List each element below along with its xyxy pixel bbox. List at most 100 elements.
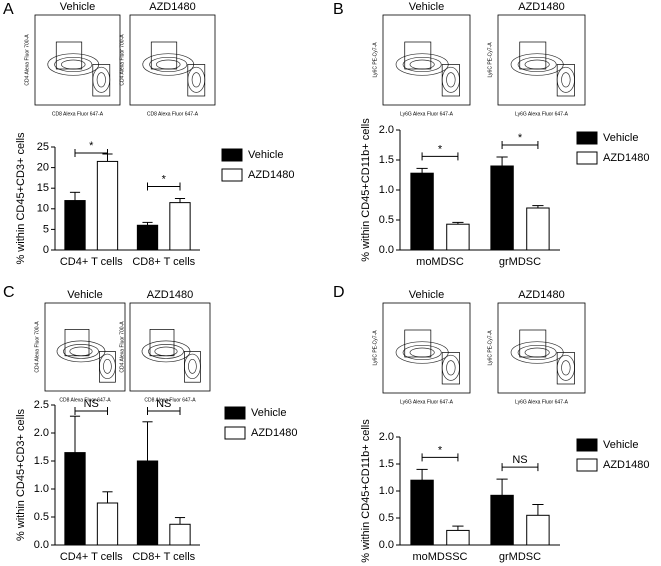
flow-contour (517, 56, 557, 73)
panel-label: C (3, 284, 15, 301)
legend-swatch (576, 131, 598, 145)
x-tick-label: CD8+ T cells (132, 551, 195, 563)
legend-label: AZD1480 (603, 459, 649, 471)
flow-contour (561, 360, 571, 376)
flow-gate (55, 41, 83, 70)
flow-x-label: CD8 Alexa Fluor 647-A (52, 111, 104, 117)
flow-contour (191, 72, 201, 88)
legend-swatch (221, 168, 243, 182)
y-tick-label: 0.0 (34, 539, 49, 551)
y-tick-label: 1.0 (379, 184, 394, 196)
bar (136, 460, 159, 546)
flow-y-label: Ly6C PE-Cy7-A (487, 330, 493, 366)
panel-label: B (333, 1, 344, 18)
flow-gate (150, 41, 178, 70)
flow-gate (441, 64, 460, 97)
significance-label: * (438, 143, 443, 155)
y-tick-label: 1.5 (34, 455, 49, 467)
bar (169, 523, 191, 546)
flow-gate (441, 352, 460, 385)
y-axis-label: % within CD45+CD3+ cells (15, 132, 27, 265)
y-tick-label: 0.5 (379, 512, 394, 524)
bar (96, 502, 119, 546)
bar (446, 223, 470, 251)
legend-swatch (224, 406, 246, 420)
flow-gate (149, 329, 175, 357)
flow-gate (556, 352, 575, 385)
flow-gate (99, 351, 116, 383)
x-tick-label: grMDSC (499, 551, 541, 563)
legend-label: Vehicle (603, 439, 638, 451)
y-tick-label: 25 (37, 141, 49, 153)
flow-contour (402, 344, 442, 361)
legend-swatch (224, 426, 246, 440)
y-tick-label: 1.5 (379, 154, 394, 166)
significance-label: * (89, 140, 94, 152)
bar (64, 200, 86, 251)
flow-contour (446, 360, 456, 376)
y-tick-label: 20 (37, 162, 49, 174)
flow-title: Vehicle (67, 289, 102, 301)
bar (490, 494, 514, 546)
y-tick-label: 10 (37, 203, 49, 215)
flow-y-label: CD4 Alexa Fluor 700-A (119, 321, 125, 373)
legend-swatch (576, 151, 598, 165)
bar (526, 207, 550, 251)
significance-label: * (438, 444, 443, 456)
y-tick-label: 1.5 (379, 458, 394, 470)
x-tick-label: grMDSC (499, 256, 541, 268)
flow-gate (404, 329, 432, 358)
flow-title: Vehicle (60, 1, 95, 13)
bar (490, 165, 514, 251)
bar (96, 160, 119, 251)
flow-y-label: CD4 Alexa Fluor 700-A (24, 34, 30, 86)
legend-swatch (576, 458, 598, 472)
flow-x-label: CD8 Alexa Fluor 647-A (147, 111, 199, 117)
flow-x-label: Ly6G Alexa Fluor 647-A (515, 111, 569, 117)
x-tick-label: moMDSC (416, 256, 464, 268)
y-tick-label: 0.5 (379, 214, 394, 226)
flow-y-label: Ly6C PE-Cy7-A (372, 42, 378, 78)
x-tick-label: CD4+ T cells (60, 551, 123, 563)
bar (526, 514, 550, 546)
y-tick-label: 1.0 (34, 483, 49, 495)
legend-swatch (221, 148, 243, 162)
legend-label: AZD1480 (603, 152, 649, 164)
y-tick-label: 0.5 (34, 511, 49, 523)
legend-label: AZD1480 (248, 169, 294, 181)
y-axis-label: % within CD45+CD3+ cells (15, 408, 27, 541)
flow-contour (54, 56, 93, 73)
panel-label: A (3, 1, 14, 18)
bar (410, 172, 434, 251)
bar (169, 202, 191, 251)
flow-y-label: Ly6C PE-Cy7-A (372, 330, 378, 366)
legend-label: Vehicle (248, 149, 283, 161)
flow-title: Vehicle (409, 289, 444, 301)
y-tick-label: 2.0 (379, 431, 394, 443)
flow-contour (561, 72, 571, 88)
x-tick-label: moMDSSC (412, 551, 467, 563)
x-tick-label: CD4+ T cells (60, 256, 123, 268)
flow-gate (519, 329, 547, 358)
flow-gate (556, 64, 575, 97)
y-tick-label: 2.5 (34, 399, 49, 411)
flow-y-label: CD4 Alexa Fluor 700-A (34, 321, 40, 373)
flow-contour (402, 56, 442, 73)
flow-title: AZD1480 (518, 289, 564, 301)
x-tick-label: CD8+ T cells (132, 256, 195, 268)
significance-label: * (518, 132, 523, 144)
y-tick-label: 15 (37, 182, 49, 194)
y-tick-label: 0.0 (379, 244, 394, 256)
legend-swatch (576, 438, 598, 452)
y-tick-label: 0.0 (379, 539, 394, 551)
legend-label: Vehicle (603, 132, 638, 144)
bar (446, 529, 470, 546)
significance-label: * (162, 173, 167, 185)
flow-x-label: CD8 Alexa Fluor 647-A (144, 397, 196, 403)
flow-title: Vehicle (409, 1, 444, 13)
flow-contour (148, 344, 184, 359)
flow-gate (184, 351, 201, 383)
significance-label: NS (84, 398, 99, 410)
y-tick-label: 0 (43, 244, 49, 256)
flow-contour (446, 72, 456, 88)
